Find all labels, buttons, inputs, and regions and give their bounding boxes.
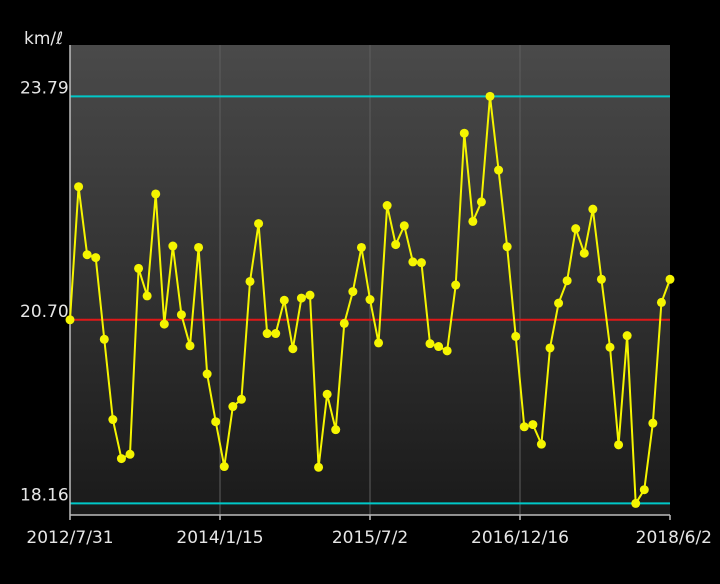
- data-point: [545, 343, 555, 353]
- x-tick-label: 2015/7/2: [332, 528, 408, 548]
- data-point: [468, 216, 478, 226]
- data-point: [322, 389, 332, 399]
- data-point: [536, 439, 546, 449]
- data-point: [254, 219, 264, 229]
- data-point: [519, 422, 529, 432]
- y-tick-label: 18.16: [20, 485, 69, 505]
- data-point: [391, 240, 401, 250]
- data-point: [656, 297, 666, 307]
- data-point: [134, 263, 144, 273]
- y-tick-label: 23.79: [20, 78, 69, 98]
- data-point: [211, 417, 221, 427]
- data-point: [502, 242, 512, 252]
- data-point: [356, 242, 366, 252]
- data-point: [82, 250, 92, 260]
- data-point: [142, 291, 152, 301]
- data-point: [511, 331, 521, 341]
- data-point: [151, 189, 161, 199]
- data-point: [648, 418, 658, 428]
- y-tick-labels: 23.79 20.70 18.16: [20, 78, 69, 505]
- data-point: [339, 318, 349, 328]
- x-tick-label: 2018/6/2: [636, 528, 712, 548]
- y-unit-label: km/ℓ: [24, 29, 63, 49]
- data-point: [305, 290, 315, 300]
- data-point: [528, 420, 538, 430]
- data-point: [65, 315, 75, 325]
- data-point: [459, 128, 469, 138]
- data-point: [554, 298, 564, 308]
- x-tick-label: 2016/12/16: [471, 528, 569, 548]
- data-point: [588, 204, 598, 214]
- data-point: [476, 197, 486, 207]
- data-point: [116, 454, 126, 464]
- data-point: [74, 182, 84, 192]
- data-point: [314, 462, 324, 472]
- data-point: [665, 274, 675, 284]
- data-point: [571, 224, 581, 234]
- data-point: [631, 498, 641, 508]
- data-point: [442, 346, 452, 356]
- data-point: [159, 319, 169, 329]
- x-tick-labels: 2012/7/31 2014/1/15 2015/7/2 2016/12/16 2018…: [26, 528, 712, 548]
- data-point: [194, 242, 204, 252]
- data-point: [125, 449, 135, 459]
- data-point: [271, 329, 281, 339]
- data-point: [485, 91, 495, 101]
- x-ticks: [69, 515, 671, 520]
- data-point: [262, 329, 272, 339]
- data-point: [416, 258, 426, 268]
- data-point: [202, 369, 212, 379]
- data-point: [562, 276, 572, 286]
- data-point: [622, 331, 632, 341]
- data-point: [425, 339, 435, 349]
- data-point: [176, 310, 186, 320]
- data-point: [374, 338, 384, 348]
- data-point: [365, 295, 375, 305]
- data-point: [288, 344, 298, 354]
- data-point: [108, 415, 118, 425]
- data-point: [494, 165, 504, 175]
- data-point: [348, 287, 358, 297]
- y-tick-label: 20.70: [20, 302, 69, 322]
- x-tick-label: 2014/1/15: [176, 528, 263, 548]
- data-point: [296, 293, 306, 303]
- data-point: [408, 257, 418, 267]
- data-point: [245, 276, 255, 286]
- data-point: [331, 425, 341, 435]
- x-tick-label: 2012/7/31: [26, 528, 113, 548]
- data-point: [434, 342, 444, 352]
- data-point: [605, 342, 615, 352]
- data-point: [279, 295, 289, 305]
- data-point: [219, 462, 229, 472]
- data-point: [639, 485, 649, 495]
- data-point: [614, 440, 624, 450]
- data-point: [185, 341, 195, 351]
- data-point: [596, 274, 606, 284]
- data-point: [228, 402, 238, 412]
- data-point: [236, 394, 246, 404]
- data-point: [99, 334, 109, 344]
- data-point: [382, 201, 392, 211]
- data-point: [451, 280, 461, 290]
- data-point: [91, 253, 101, 263]
- series-fuel-economy: [65, 91, 675, 508]
- data-point: [399, 221, 409, 231]
- data-point: [168, 241, 178, 251]
- data-point: [579, 248, 589, 258]
- reference-lines: [70, 95, 670, 505]
- vertical-gridlines: [219, 45, 521, 515]
